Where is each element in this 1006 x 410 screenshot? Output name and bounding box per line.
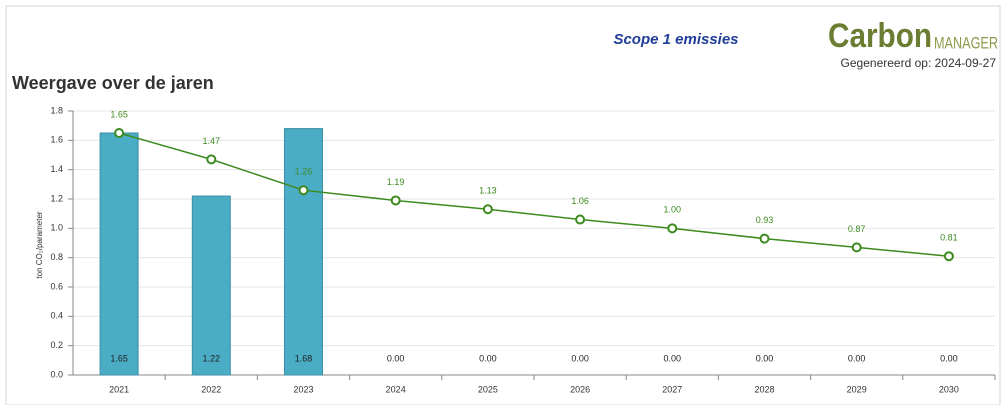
bar-label: 0.00	[479, 353, 497, 363]
bar-label: 1.68	[295, 353, 313, 363]
line-label: 1.00	[664, 205, 682, 215]
line-label: 1.06	[571, 196, 589, 206]
line-marker	[298, 185, 309, 196]
y-tick-label: 0.2	[50, 340, 63, 350]
line-marker	[943, 251, 954, 262]
bar-label: 0.00	[848, 353, 866, 363]
line-marker	[759, 233, 770, 244]
x-tick-label: 2024	[386, 384, 406, 394]
x-tick-label: 2023	[293, 384, 313, 394]
bar-label: 0.00	[756, 353, 774, 363]
bar	[284, 128, 323, 376]
bar-label: 1.22	[203, 353, 221, 363]
bar-label: 0.00	[664, 353, 682, 363]
logo-main: Carbon	[828, 17, 932, 55]
bar-label: 0.00	[940, 353, 958, 363]
line-label: 1.47	[203, 136, 221, 146]
x-tick-label: 2021	[109, 384, 129, 394]
logo-sub: MANAGER	[934, 33, 998, 52]
x-tick-label: 2030	[939, 384, 959, 394]
report-title: Scope 1 emissies	[613, 31, 738, 48]
bar-label: 0.00	[387, 353, 405, 363]
x-tick-label: 2026	[570, 384, 590, 394]
y-tick-label: 1.4	[50, 164, 63, 174]
line-label: 1.26	[295, 167, 313, 177]
y-axis-label: ton CO₂/parameter	[35, 211, 44, 278]
generated-date: Gegenereerd op: 2024-09-27	[841, 56, 997, 70]
line-label: 1.13	[479, 186, 497, 196]
line-label: 1.65	[110, 109, 128, 119]
y-tick-label: 1.8	[50, 105, 63, 115]
x-tick-label: 2028	[754, 384, 774, 394]
bar-label: 0.00	[571, 353, 589, 363]
bar-label: 1.65	[110, 353, 128, 363]
y-tick-label: 1.0	[50, 223, 63, 233]
x-tick-label: 2027	[662, 384, 682, 394]
y-tick-label: 0.0	[50, 369, 63, 379]
line-marker	[851, 242, 862, 253]
bar	[191, 195, 231, 376]
line-marker	[390, 195, 401, 206]
x-tick-label: 2029	[847, 384, 867, 394]
y-tick-label: 0.6	[50, 281, 63, 291]
line-label: 0.93	[756, 215, 774, 225]
line-marker	[114, 128, 125, 138]
y-tick-label: 0.8	[50, 252, 63, 262]
y-tick-label: 0.4	[50, 311, 63, 321]
y-tick-label: 1.2	[50, 193, 63, 203]
chart-title: Weergave over de jaren	[12, 73, 214, 93]
line-marker	[482, 204, 493, 215]
y-tick-label: 1.6	[50, 135, 63, 145]
x-tick-label: 2025	[478, 384, 498, 394]
x-tick-label: 2022	[201, 384, 221, 394]
line-marker	[206, 154, 217, 165]
line-label: 0.81	[940, 233, 958, 243]
line-label: 1.19	[387, 177, 405, 187]
bar	[99, 132, 139, 376]
line-marker	[575, 214, 586, 225]
line-label: 0.87	[848, 224, 866, 234]
line	[118, 132, 949, 257]
line-marker	[667, 223, 678, 234]
